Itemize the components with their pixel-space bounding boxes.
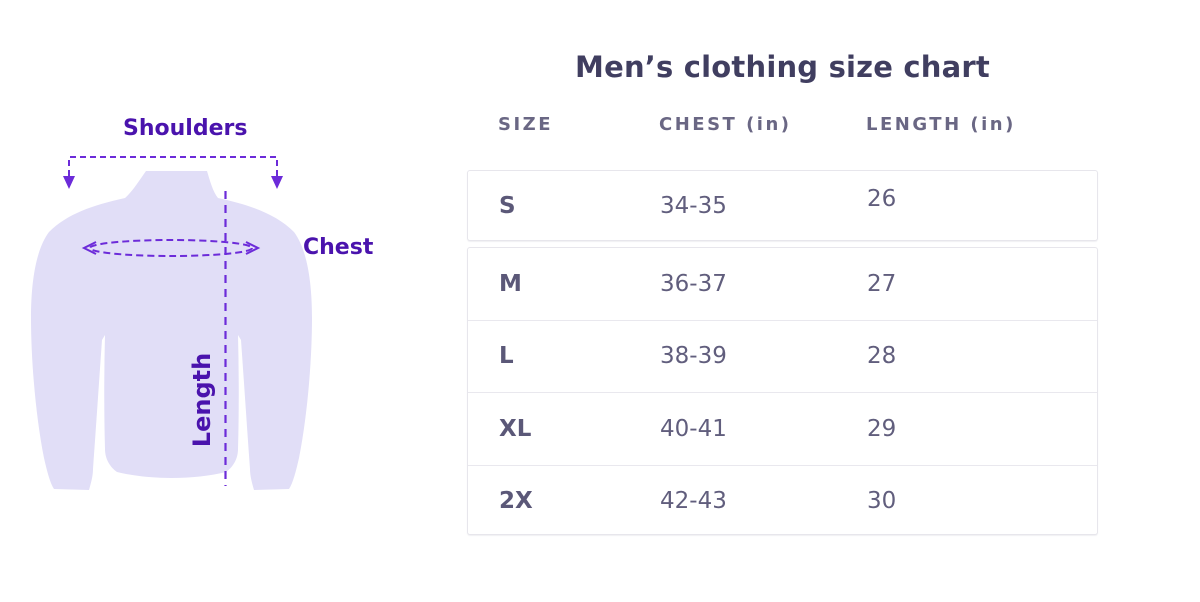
chest-measure-ellipse xyxy=(89,239,253,257)
length-label: Length xyxy=(187,352,216,448)
shirt-diagram: Shoulders Chest Length xyxy=(0,0,430,602)
table-row: M 36-37 27 xyxy=(468,248,1097,320)
cell-size: XL xyxy=(499,415,532,442)
arrow-down-icon xyxy=(271,176,283,189)
table-row: L 38-39 28 xyxy=(468,319,1097,393)
chest-label: Chest xyxy=(303,235,374,260)
shoulders-label: Shoulders xyxy=(123,116,248,141)
column-header-length: LENGTH (in) xyxy=(866,114,1016,135)
cell-size: S xyxy=(499,192,516,219)
shoulders-measure-line xyxy=(68,156,278,176)
table-row: S 34-35 26 xyxy=(468,171,1097,240)
cell-chest: 42-43 xyxy=(660,488,727,515)
cell-length: 28 xyxy=(867,343,897,370)
column-header-size: SIZE xyxy=(498,114,554,135)
cell-chest: 38-39 xyxy=(660,343,727,370)
table-row: XL 40-41 29 xyxy=(468,392,1097,465)
cell-length: 27 xyxy=(867,270,897,297)
cell-length: 26 xyxy=(867,185,897,212)
table-row-card: S 34-35 26 xyxy=(467,170,1098,241)
page-title: Men’s clothing size chart xyxy=(575,50,990,84)
cell-chest: 40-41 xyxy=(660,415,727,442)
shirt-illustration xyxy=(31,156,312,490)
size-table-panel: Men’s clothing size chart SIZE CHEST (in… xyxy=(467,0,1098,602)
cell-size: M xyxy=(499,270,522,297)
cell-chest: 34-35 xyxy=(660,192,727,219)
table-header-row: SIZE CHEST (in) LENGTH (in) xyxy=(467,114,1098,142)
arrow-down-icon xyxy=(63,176,75,189)
shirt-silhouette xyxy=(31,171,312,490)
table-row: 2X 42-43 30 xyxy=(468,464,1097,538)
cell-length: 30 xyxy=(867,488,897,515)
column-header-chest: CHEST (in) xyxy=(659,114,792,135)
table-rows-card: M 36-37 27 L 38-39 28 XL 40-41 29 2X 42-… xyxy=(467,247,1098,535)
cell-length: 29 xyxy=(867,415,897,442)
arrow-left-icon xyxy=(81,241,97,255)
cell-size: L xyxy=(499,343,514,370)
cell-chest: 36-37 xyxy=(660,270,727,297)
cell-size: 2X xyxy=(499,488,533,515)
arrow-right-icon xyxy=(245,241,261,255)
